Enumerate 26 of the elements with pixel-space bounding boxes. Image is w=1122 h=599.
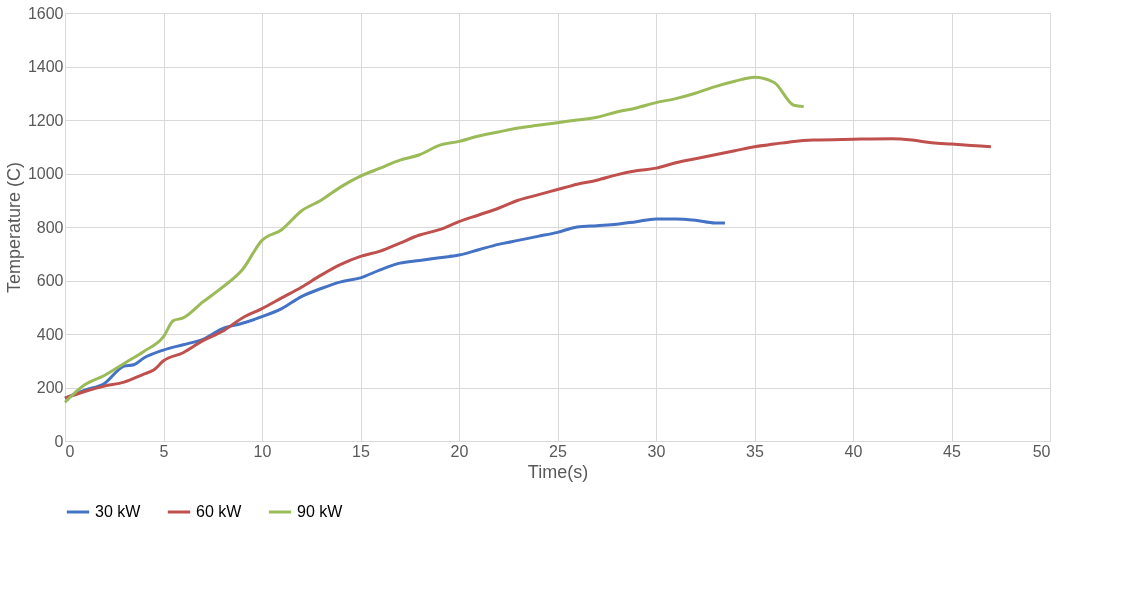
x-tick-label: 5 [159,442,169,460]
legend-label: 90 kW [297,503,344,520]
y-tick-label: 1000 [27,165,64,182]
x-tick-label: 30 [647,442,666,460]
x-tick-label: 15 [352,442,370,460]
legend-label: 30 kW [95,503,142,520]
x-axis-title: Time(s) [527,461,589,482]
x-tick-label: 0 [65,442,75,460]
y-tick-label: 800 [36,218,64,236]
y-tick-label: 1400 [27,58,64,75]
x-tick-label: 50 [1032,442,1051,460]
line-series [63,75,806,404]
x-tick-label: 20 [450,442,469,460]
x-tick-label: 40 [844,442,863,460]
line-series [63,137,993,400]
y-tick-label: 200 [36,379,64,396]
x-tick-label: 35 [746,442,764,460]
x-tick-label: 10 [253,442,272,460]
y-axis-title: Temperature (C) [3,161,24,294]
y-tick-label: 1600 [27,4,64,22]
y-tick-label: 400 [36,325,64,343]
x-tick-label: 45 [943,442,961,460]
legend-label: 60 kW [196,503,243,520]
y-tick-label: 1200 [27,111,64,129]
y-tick-label: 600 [36,272,64,289]
x-tick-label: 25 [549,442,567,460]
